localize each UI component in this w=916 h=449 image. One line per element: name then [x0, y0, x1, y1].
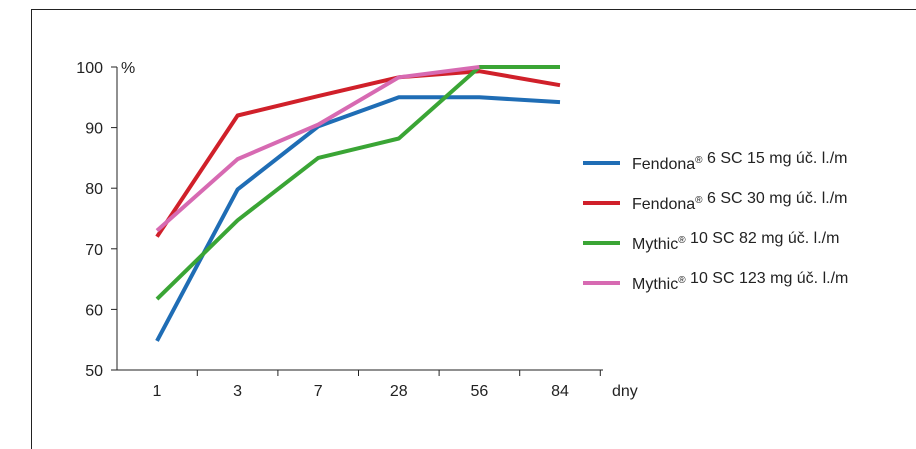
y-tick-label: 70: [85, 242, 103, 259]
series-line-1: [155, 69, 561, 238]
x-tick-label: 3: [233, 383, 242, 400]
series-line-0: [155, 95, 561, 342]
y-tick-label: 90: [85, 121, 103, 138]
x-tick-label: 1: [153, 383, 162, 400]
legend-label-1: Fendona® 6 SC 30 mg úč. l./m: [632, 190, 847, 213]
x-tick-label: 84: [551, 383, 569, 400]
y-tick-label: 50: [85, 363, 103, 380]
x-tick-label: 56: [471, 383, 489, 400]
y-tick-label: 60: [85, 302, 103, 319]
y-tick-label: 80: [85, 181, 103, 198]
y-axis-label: %: [121, 60, 135, 77]
legend-label-0: Fendona® 6 SC 15 mg úč. l./m: [632, 150, 847, 173]
legend-label-2: Mythic® 10 SC 82 mg úč. l./m: [632, 230, 839, 253]
x-tick-label: 7: [314, 383, 323, 400]
legend-label-3: Mythic® 10 SC 123 mg úč. l./m: [632, 270, 848, 293]
line-chart: 50 60 70 80 90 100 % 1 3 7 28 56 84 dny Fendona® 6 SC…: [76, 60, 848, 400]
y-tick-label: 100: [76, 60, 103, 77]
series-line-3: [155, 65, 480, 233]
series-lines: [155, 65, 561, 342]
x-tick-label: 28: [390, 383, 408, 400]
series-line-2: [155, 65, 560, 301]
chart-frame: [31, 9, 916, 449]
x-axis-label: dny: [612, 383, 638, 400]
legend: Fendona® 6 SC 15 mg úč. l./m Fendona® 6 S…: [583, 150, 848, 293]
axes: 50 60 70 80 90 100 % 1 3 7 28 56 84 dny: [76, 60, 638, 400]
